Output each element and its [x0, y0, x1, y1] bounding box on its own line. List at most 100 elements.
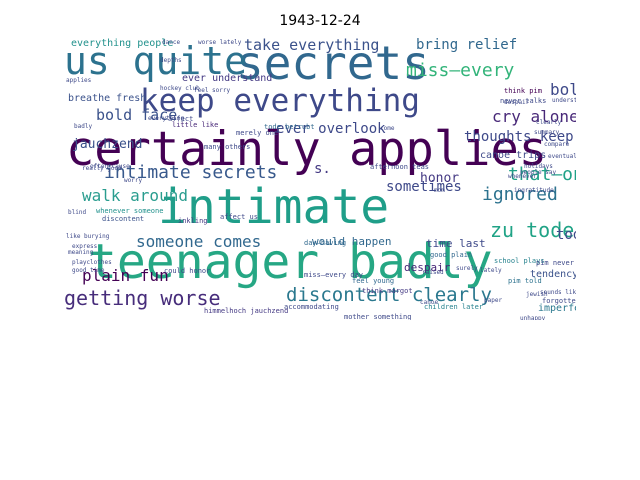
cloud-word: cry alone: [492, 107, 576, 126]
cloud-word: ever understand: [182, 73, 273, 84]
cloud-word: certainly applies: [66, 122, 548, 177]
cloud-word: many others: [204, 143, 251, 151]
cloud-word: affect: [168, 115, 194, 123]
cloud-word: whenever: [508, 173, 537, 180]
cloud-word: walk around: [82, 186, 188, 205]
cloud-word: bold: [550, 80, 576, 99]
cloud-word: time last: [426, 237, 486, 250]
cloud-word: whenever someone: [96, 207, 164, 215]
cloud-word: would happen: [312, 235, 392, 248]
cloud-word: holidays: [524, 163, 553, 170]
cloud-word: understand: [552, 97, 576, 104]
cloud-word: never talks: [500, 97, 547, 105]
cloud-word: pim never: [536, 259, 574, 267]
cloud-word: applies: [66, 77, 92, 84]
cloud-word: discontent: [102, 215, 145, 223]
cloud-word: teenager badly: [88, 234, 493, 290]
cloud-word: someone comes: [136, 232, 262, 251]
cloud-word: lately: [480, 267, 502, 274]
cloud-word: think pim: [504, 87, 542, 95]
cloud-word: feel sorry: [194, 87, 231, 94]
cloud-word: jauchzend: [72, 137, 143, 152]
cloud-word: tode: [556, 227, 576, 243]
cloud-word: tendency: [530, 269, 576, 280]
cloud-word: compare: [544, 141, 570, 148]
cloud-word: paper: [484, 297, 503, 304]
cloud-word: pim told: [508, 277, 542, 285]
cloud-word: often cause: [90, 163, 130, 170]
cloud-word: affect us: [220, 213, 258, 221]
cloud-word: school plays: [494, 257, 545, 265]
cloud-word: come: [380, 125, 395, 132]
cloud-word: think margot: [362, 287, 413, 295]
cloud-word: keep everything: [140, 83, 420, 119]
cloud-word: take everything: [244, 38, 380, 54]
cloud-word: intimate secrets: [104, 162, 278, 183]
cloud-word: people say: [520, 169, 557, 176]
cloud-word: eventually: [548, 153, 576, 160]
cloud-word: despair: [504, 99, 530, 106]
cloud-word: forgotten: [542, 297, 576, 305]
cloud-word: depths: [160, 57, 182, 64]
cloud-word: ingratitude: [514, 187, 554, 194]
cloud-word: could honor: [164, 267, 211, 275]
cloud-word: blind: [68, 209, 87, 216]
cloud-word: imperfect: [538, 303, 576, 314]
cloud-word: meaning: [68, 249, 94, 256]
cloud-word: accommodating: [284, 303, 339, 311]
word-cloud: certainly applies intimate teenager badly s…: [64, 38, 576, 320]
cloud-word: that—on: [508, 164, 576, 185]
cloud-word: afternoon teas: [370, 163, 430, 171]
cloud-word: feel young: [352, 277, 395, 285]
cloud-word: plain fun: [82, 266, 169, 285]
cloud-word: breathe fresh: [68, 93, 147, 104]
cloud-word: mother something: [344, 313, 412, 321]
cloud-word: playclothes: [72, 259, 112, 266]
cloud-word: sometimes: [386, 179, 462, 195]
cloud-word: ignored: [482, 184, 558, 205]
cloud-word: bold face: [96, 106, 178, 124]
cloud-word: worry: [124, 177, 143, 184]
cloud-word: miss—every day: [304, 271, 364, 279]
cloud-word: thoughts keep: [464, 129, 574, 145]
cloud-word: like burying: [66, 233, 110, 240]
cloud-word: canoe trips: [480, 150, 547, 161]
cloud-word: merely one: [236, 129, 279, 137]
cloud-word: discontent clearly: [286, 284, 492, 306]
cloud-word: despair: [404, 261, 451, 274]
cloud-word: clearly: [536, 119, 562, 126]
cloud-word: really good: [82, 165, 122, 172]
cloud-word: day—having: [304, 239, 347, 247]
cloud-word: us quite: [64, 39, 248, 83]
cloud-word: mom: [434, 187, 445, 194]
cloud-word: surely: [456, 265, 478, 272]
cloud-word: worse lately: [198, 39, 242, 46]
cloud-word: express: [72, 243, 98, 250]
cloud-word: unhappy: [520, 315, 546, 321]
cloud-word: canoe: [420, 299, 439, 306]
cloud-word: ever overlook: [276, 121, 386, 137]
cloud-word: s.: [314, 161, 331, 177]
cloud-word: honor: [420, 171, 460, 186]
cloud-word: badly: [74, 123, 93, 130]
cloud-word: everything people: [71, 38, 174, 49]
cloud-word: intimate: [158, 179, 390, 235]
cloud-word: dance: [162, 39, 181, 46]
cloud-word: sounds like: [540, 289, 576, 296]
cloud-word: tode betrubt: [264, 123, 315, 131]
cloud-word: children later: [424, 303, 484, 311]
cloud-word: summary: [534, 129, 560, 136]
cloud-word: himmelhoch jauchzend: [204, 307, 289, 315]
page-title: 1943-12-24: [279, 13, 361, 29]
cloud-word: good time: [72, 267, 105, 274]
cloud-word: everything: [148, 115, 185, 122]
cloud-word: jewish: [526, 291, 548, 298]
cloud-word: good plain: [430, 251, 473, 259]
cloud-word: getting worse: [64, 286, 221, 310]
cloud-word: hockey club: [160, 85, 200, 92]
cloud-word: raised: [422, 269, 444, 276]
cloud-word: little like: [172, 121, 219, 129]
cloud-word: bring relief: [416, 38, 518, 53]
cloud-word: secrets: [236, 38, 430, 90]
cloud-word: inkling: [178, 217, 208, 225]
